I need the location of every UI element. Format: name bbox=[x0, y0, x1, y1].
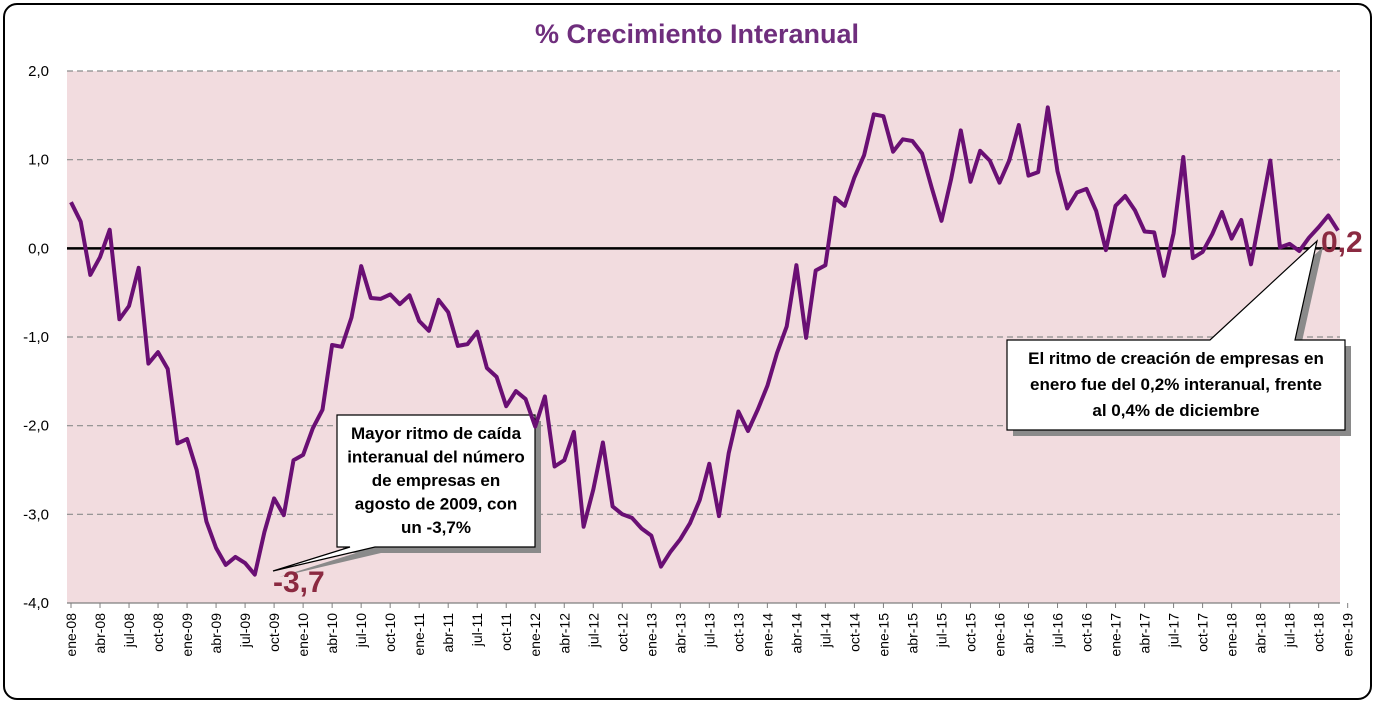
x-tick-label: jul-08 bbox=[121, 613, 137, 648]
x-tick-label: oct-18 bbox=[1311, 613, 1327, 652]
x-tick-label: ene-19 bbox=[1340, 613, 1356, 657]
x-tick-label: abr-18 bbox=[1253, 613, 1269, 654]
y-tick-label: -3,0 bbox=[23, 506, 49, 523]
x-tick-label: abr-12 bbox=[556, 613, 572, 654]
value-labels: -3,7 0,2 bbox=[273, 226, 1363, 599]
x-tick-label: ene-17 bbox=[1108, 613, 1124, 657]
chart-frame: % Crecimiento Interanual 2,0 1,0 0,0 -1,0 -2… bbox=[3, 3, 1372, 700]
x-tick-label: abr-13 bbox=[672, 613, 688, 654]
x-tick-label: jul-10 bbox=[353, 613, 369, 648]
x-tick-label: oct-09 bbox=[266, 613, 282, 652]
callout-text-line: al 0,4% de diciembre bbox=[1092, 401, 1259, 420]
y-tick-label: 0,0 bbox=[28, 240, 49, 257]
chart-title: % Crecimiento Interanual bbox=[535, 19, 859, 49]
last-value-label: 0,2 bbox=[1321, 226, 1363, 259]
y-tick-label: 2,0 bbox=[28, 63, 49, 80]
x-tick-label: jul-12 bbox=[585, 613, 601, 648]
x-tick-label: abr-17 bbox=[1137, 613, 1153, 654]
x-tick-label: ene-14 bbox=[759, 613, 775, 657]
x-tick-label: ene-12 bbox=[527, 613, 543, 657]
x-tick-label: abr-15 bbox=[904, 613, 920, 654]
x-tick-label: ene-11 bbox=[411, 613, 427, 656]
callout-text-line: Mayor ritmo de caída bbox=[351, 424, 522, 443]
x-tick-label: ene-08 bbox=[63, 613, 79, 657]
x-tick-label: oct-15 bbox=[962, 613, 978, 652]
y-tick-label: -4,0 bbox=[23, 595, 49, 612]
x-tick-label: oct-13 bbox=[730, 613, 746, 652]
x-tick-label: oct-14 bbox=[846, 613, 862, 652]
x-tick-label: jul-15 bbox=[933, 613, 949, 648]
x-tick-label: abr-16 bbox=[1021, 613, 1037, 654]
x-axis-ticks: ene-08 abr-08 jul-08 oct-08 ene-09 abr-09 jul-… bbox=[63, 603, 1356, 657]
x-tick-label: ene-10 bbox=[295, 613, 311, 657]
chart-canvas: % Crecimiento Interanual 2,0 1,0 0,0 -1,0 -2… bbox=[23, 19, 1363, 657]
x-tick-label: ene-13 bbox=[643, 613, 659, 657]
callout-last: El ritmo de creación de empresas en enero… bbox=[1006, 239, 1351, 436]
x-tick-label: jul-17 bbox=[1166, 613, 1182, 648]
x-tick-label: abr-09 bbox=[208, 613, 224, 654]
x-tick-label: oct-17 bbox=[1195, 613, 1211, 652]
callout-text-line: enero fue del 0,2% interanual, frente bbox=[1030, 375, 1322, 394]
x-tick-label: ene-18 bbox=[1224, 613, 1240, 657]
x-tick-label: jul-13 bbox=[701, 613, 717, 648]
x-tick-label: jul-16 bbox=[1050, 613, 1066, 648]
x-tick-label: abr-10 bbox=[324, 613, 340, 654]
x-tick-label: ene-16 bbox=[991, 613, 1007, 657]
y-tick-label: 1,0 bbox=[28, 152, 49, 169]
x-tick-label: ene-15 bbox=[875, 613, 891, 657]
x-tick-label: jul-09 bbox=[237, 613, 253, 648]
x-tick-label: oct-12 bbox=[614, 613, 630, 652]
callout-min: Mayor ritmo de caída interanual del númer… bbox=[272, 414, 541, 577]
callout-text-line: El ritmo de creación de empresas en bbox=[1028, 349, 1324, 368]
x-tick-label: abr-08 bbox=[92, 613, 108, 654]
x-tick-label: jul-11 bbox=[469, 613, 485, 647]
x-tick-label: ene-09 bbox=[179, 613, 195, 657]
y-tick-label: -1,0 bbox=[23, 329, 49, 346]
x-tick-label: oct-08 bbox=[150, 613, 166, 652]
x-tick-label: abr-11 bbox=[440, 613, 456, 653]
callout-text-line: de empresas en bbox=[372, 471, 501, 490]
callout-text-line: interanual del número bbox=[347, 448, 525, 467]
y-tick-label: -2,0 bbox=[23, 418, 49, 435]
x-tick-label: jul-18 bbox=[1282, 613, 1298, 648]
x-tick-label: oct-10 bbox=[382, 613, 398, 652]
callout-box bbox=[272, 414, 536, 572]
min-value-label: -3,7 bbox=[273, 566, 325, 599]
x-tick-label: jul-14 bbox=[817, 613, 833, 648]
callout-box bbox=[1006, 239, 1346, 431]
x-tick-label: abr-14 bbox=[788, 613, 804, 654]
callouts: Mayor ritmo de caída interanual del númer… bbox=[272, 239, 1351, 577]
y-axis-ticks: 2,0 1,0 0,0 -1,0 -2,0 -3,0 -4,0 bbox=[23, 63, 49, 612]
callout-text-line: agosto de 2009, con bbox=[355, 495, 518, 514]
x-tick-label: oct-11 bbox=[498, 613, 514, 651]
x-tick-label: oct-16 bbox=[1079, 613, 1095, 652]
callout-text-line: un -3,7% bbox=[401, 518, 471, 537]
series-line bbox=[69, 105, 1340, 577]
